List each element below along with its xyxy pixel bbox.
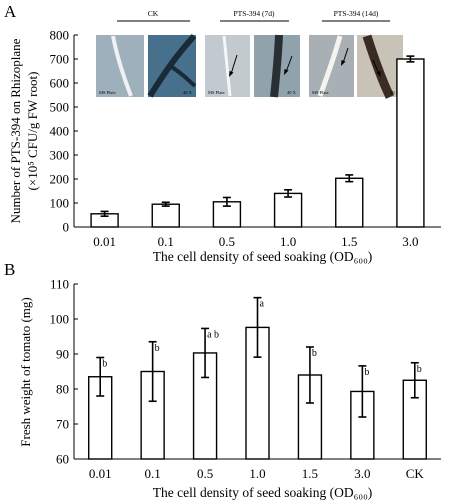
inset-title-7d: PTS-394 (7d) <box>233 9 275 18</box>
inset-plate-label: MS Plate <box>208 90 225 95</box>
y-tick-label: 100 <box>50 196 70 211</box>
y-tick-label: 60 <box>56 452 69 467</box>
significance-letter: b <box>364 367 369 378</box>
y-axis-label-line2: (×10⁵ CFU/g FW root) <box>25 72 40 191</box>
inset-group-ck: CK MS Plate 40 X <box>96 9 197 98</box>
x-tick-label: 0.01 <box>89 466 112 481</box>
significance-letter: b <box>102 359 107 370</box>
x-tick-label: 1.0 <box>280 234 296 249</box>
significance-letter: b <box>312 348 317 359</box>
inset-title-ck: CK <box>148 9 159 18</box>
panel-a-label: A <box>4 2 17 21</box>
y-tick-label: 200 <box>50 172 70 187</box>
y-tick-label: 300 <box>50 148 70 163</box>
y-tick-label: 600 <box>50 76 70 91</box>
root-inset-photos: CK MS Plate 40 X PTS-394 (7d) MS Plate <box>96 9 403 99</box>
chart-a-axes: 0 100 200 300 400 500 600 700 800 0.01 0.1 0.5 1.0 1.… <box>8 28 441 264</box>
y-tick-label: 70 <box>56 417 69 432</box>
x-tick-label: 0.5 <box>219 234 235 249</box>
significance-letter: b <box>155 343 160 354</box>
y-tick-label: 0 <box>63 220 70 235</box>
x-tick-label: 0.1 <box>145 466 161 481</box>
root-shape <box>362 34 395 99</box>
inset-mag-label: 40 X <box>390 90 400 95</box>
arrow-marker <box>342 47 349 64</box>
inset-group-14d: PTS-394 (14d) MS Plate 40 X <box>309 9 403 99</box>
panel-b: B 60 70 80 90 100 110 0.01 0.1 0.5 1.0 1.5 3.0 CK The… <box>4 260 441 500</box>
arrow-marker <box>285 55 293 73</box>
arrow-marker-head <box>284 69 289 75</box>
inset-plate-label: MS Plate <box>312 90 329 95</box>
significance-letter: a b <box>207 329 219 340</box>
arrow-marker-head <box>341 60 346 66</box>
x-tick-label: 3.0 <box>402 234 418 249</box>
y-tick-label: 80 <box>56 382 69 397</box>
panel-a: A CK MS Plate 40 X PTS-394 (7d) <box>4 2 441 264</box>
y-tick-label: 500 <box>50 100 70 115</box>
inset-plate-label: MS Plate <box>99 90 116 95</box>
x-tick-label: 1.5 <box>341 234 357 249</box>
arrow-marker-head <box>229 71 234 77</box>
bar-1.0 <box>273 192 303 228</box>
chart-b-axes: 60 70 80 90 100 110 0.01 0.1 0.5 1.0 1.5 3.0 CK The c… <box>18 277 441 500</box>
bar-3.0 <box>396 58 425 228</box>
x-tick-label: 1.5 <box>302 466 318 481</box>
x-tick-label: CK <box>406 466 425 481</box>
y-axis-label-line1: Number of PTS-394 on Rhizoplane <box>8 38 23 223</box>
x-tick-label: 3.0 <box>354 466 370 481</box>
root-shape <box>168 64 197 88</box>
y-axis-label: Fresh weight of tomato (mg) <box>18 297 33 446</box>
inset-group-7d: PTS-394 (7d) MS Plate 40 X <box>205 9 300 98</box>
x-axis-label: The cell density of seed soaking (OD₆₀₀) <box>153 249 373 264</box>
significance-letter: a <box>260 299 265 310</box>
chart-b-marks: b b a b a b b b <box>88 296 427 460</box>
y-tick-label: 100 <box>50 312 70 327</box>
bar-1.5 <box>335 177 364 228</box>
root-shape <box>270 34 283 98</box>
arrow-marker <box>230 54 238 75</box>
root-shape <box>317 35 343 97</box>
x-axis-label: The cell density of seed soaking (OD₆₀₀) <box>153 485 373 500</box>
x-tick-label: 1.0 <box>249 466 265 481</box>
y-tick-label: 110 <box>50 277 69 292</box>
x-tick-label: 0.1 <box>158 234 174 249</box>
y-tick-label: 700 <box>50 52 70 67</box>
significance-letter: b <box>417 364 422 375</box>
inset-mag-label: 40 X <box>287 90 297 95</box>
x-tick-label: 0.01 <box>93 234 116 249</box>
root-shape <box>111 35 133 97</box>
y-tick-label: 400 <box>50 124 70 139</box>
y-tick-label: 90 <box>56 347 69 362</box>
bar-0.1 <box>151 203 180 228</box>
chart-a-marks <box>90 55 425 228</box>
y-tick-label: 800 <box>50 28 70 43</box>
panel-b-label: B <box>4 260 15 279</box>
x-tick-label: 0.5 <box>197 466 213 481</box>
arrow-marker <box>372 59 380 75</box>
inset-title-14d: PTS-394 (14d) <box>334 9 379 18</box>
arrow-marker-head <box>376 71 381 77</box>
root-shape <box>222 35 232 97</box>
inset-mag-label: 40 X <box>183 90 193 95</box>
